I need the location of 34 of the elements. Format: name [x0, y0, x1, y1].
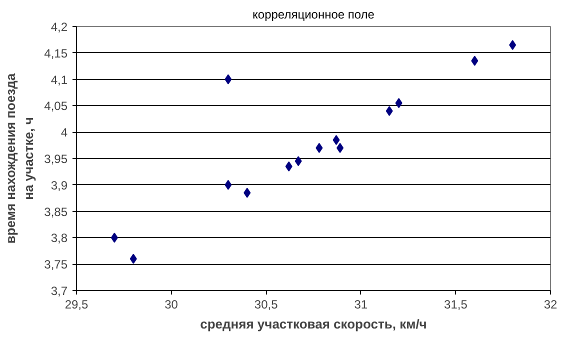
x-tick-label: 31 — [354, 298, 368, 312]
x-tick-label: 29,5 — [64, 298, 89, 312]
point — [471, 56, 478, 66]
x-tick-label: 32 — [544, 298, 558, 312]
x-tick-label: 30,5 — [254, 298, 278, 312]
y-tick-label: 3,8 — [50, 231, 68, 246]
point — [224, 74, 232, 84]
y-tick-label: 3,75 — [44, 258, 68, 272]
point — [294, 156, 302, 166]
y-tick-label: 4,1 — [50, 72, 68, 87]
y-tick-label: 3,9 — [50, 178, 68, 192]
x-tick-label: 31,5 — [444, 298, 468, 312]
point — [244, 188, 251, 198]
point — [110, 232, 118, 243]
point — [509, 40, 516, 50]
chart-title: корреляционное поле — [252, 8, 375, 22]
point — [332, 135, 340, 146]
y-axis-title: время нахождения поезда на участке, ч — [3, 72, 36, 244]
y-tick-label: 3,85 — [44, 204, 68, 219]
y-tick-label: 4 — [60, 126, 68, 140]
point — [316, 142, 323, 153]
point — [130, 254, 137, 264]
y-tick-label: 4,15 — [44, 46, 68, 60]
point — [336, 142, 344, 153]
x-axis-title: средняя участковая скорость, км/ч — [200, 316, 427, 332]
point — [224, 180, 232, 190]
x-tick-label: 30 — [164, 298, 178, 312]
point — [395, 98, 402, 108]
y-tick-label: 3,95 — [44, 152, 68, 166]
y-tick-label: 3,7 — [50, 284, 68, 298]
point — [386, 106, 393, 116]
point — [285, 161, 292, 172]
y-tick-label: 4,2 — [50, 20, 68, 34]
y-tick-label: 4,05 — [44, 99, 68, 114]
